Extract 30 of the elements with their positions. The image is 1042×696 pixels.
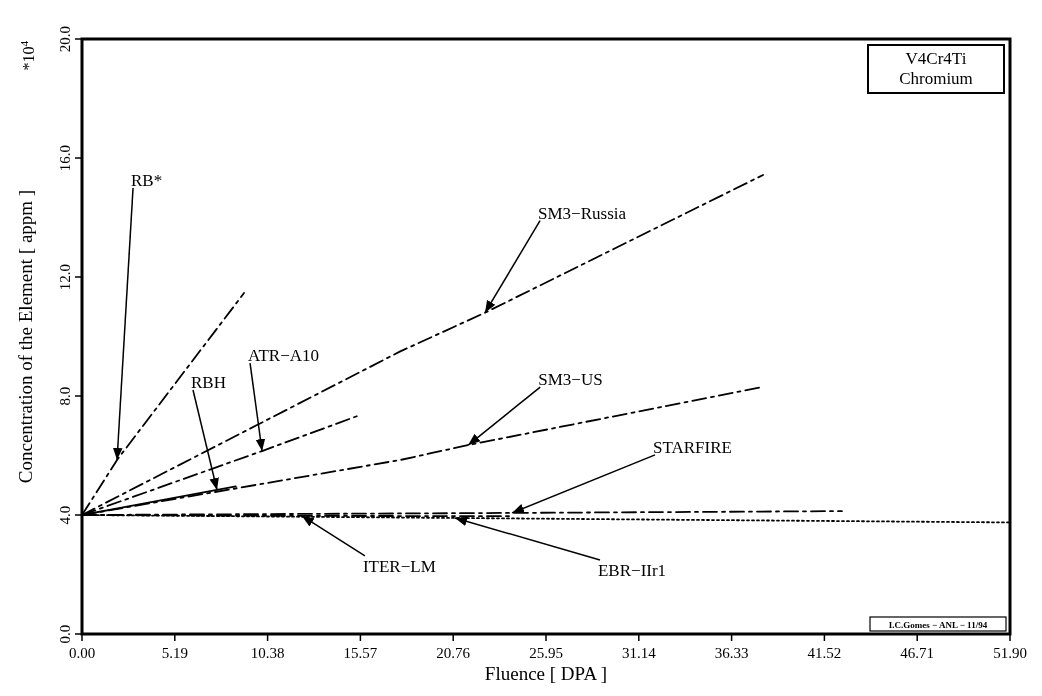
- x-tick-label: 0.00: [68, 645, 96, 661]
- x-tick-label: 51.90: [993, 645, 1027, 661]
- x-tick-label: 46.71: [900, 645, 935, 661]
- text: V4Cr4Ti: [905, 49, 967, 68]
- x-tick-label: 25.95: [529, 645, 563, 661]
- y-axis-title: Concentration of the Element [ appm ]: [15, 189, 36, 484]
- annotation: STARFIRE: [653, 437, 732, 457]
- annotation: SM3−US: [538, 370, 603, 390]
- annotation: I.C.Gomes − ANL − 11/94: [888, 620, 988, 630]
- annotation: ATR−A10: [248, 346, 320, 366]
- x-tick-label: 41.52: [807, 645, 842, 661]
- x-tick-label: 15.57: [343, 645, 378, 661]
- text: Chromium: [899, 69, 973, 88]
- x-tick-label: 36.33: [714, 645, 749, 661]
- y-tick-label: 20.0: [57, 25, 73, 53]
- y-tick-label: 4.0: [57, 505, 73, 525]
- annotation: EBR−IIr1: [597, 560, 667, 580]
- x-tick-label: 5.19: [161, 645, 188, 661]
- annotation: SM3−Russia: [538, 203, 627, 223]
- annotation: RBH: [191, 373, 226, 393]
- x-axis-title: Fluence [ DPA ]: [484, 663, 608, 684]
- y-tick-label: 16.0: [57, 144, 73, 172]
- annotation: ITER−LM: [362, 556, 436, 576]
- x-tick-label: 20.76: [436, 645, 471, 661]
- annotation: RB*: [131, 170, 163, 190]
- y-tick-label: 0.0: [57, 624, 73, 644]
- y-tick-label: 12.0: [57, 263, 73, 291]
- y-tick-label: 8.0: [57, 386, 73, 406]
- x-tick-label: 31.14: [621, 645, 657, 661]
- x-tick-label: 10.38: [250, 645, 285, 661]
